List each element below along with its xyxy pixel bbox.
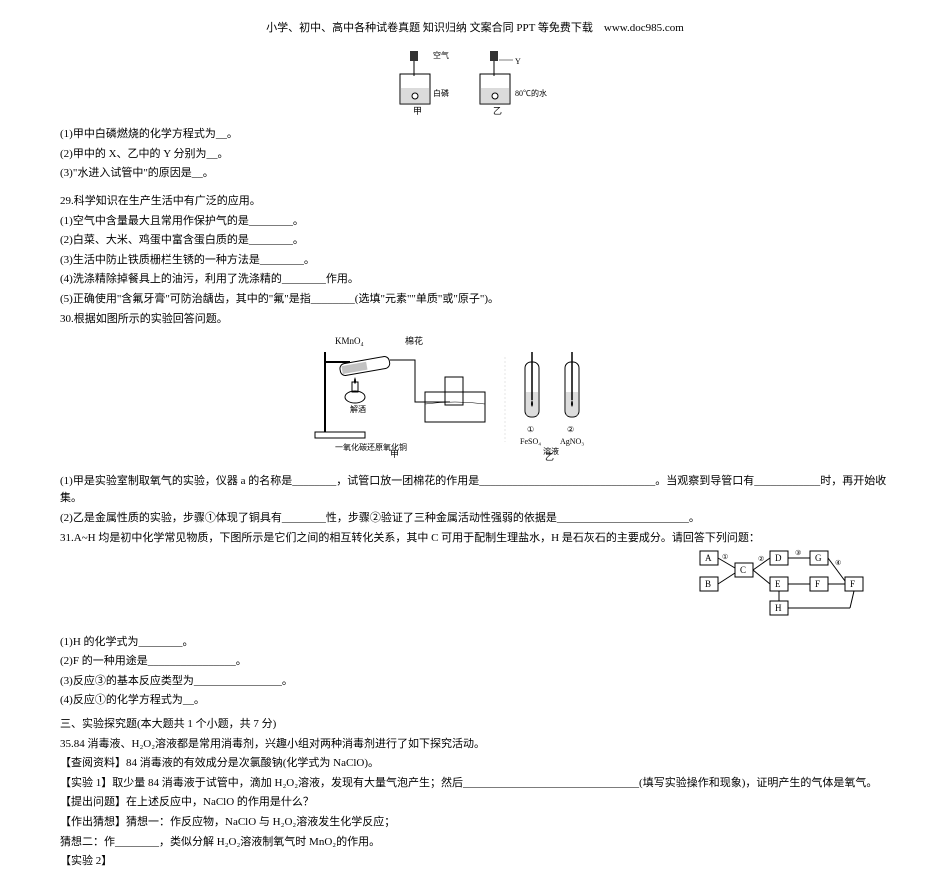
q28-1: (1)甲中白磷燃烧的化学方程式为__。 xyxy=(60,126,890,144)
q31-1: (1)H 的化学式为________。 xyxy=(60,634,890,652)
q30-1: (1)甲是实验室制取氧气的实验，仪器 a 的名称是________，试管口放一团… xyxy=(60,473,890,508)
q29-4: (4)洗涤精除掉餐具上的油污，利用了洗涤精的________作用。 xyxy=(60,271,890,289)
figure-experiments: KMnO₄ 棉花 解酒 甲 ① FeSO₄ ② xyxy=(60,332,890,469)
q29-2: (2)白菜、大米、鸡蛋中富含蛋白质的是________。 xyxy=(60,232,890,250)
page-header: 小学、初中、高中各种试卷真题 知识归纳 文案合同 PPT 等免费下载 www.d… xyxy=(60,20,890,38)
label-air: 空气 xyxy=(433,50,449,60)
q31-head: 31.A~H 均是初中化学常见物质，下图所示是它们之间的相互转化关系，其中 C … xyxy=(60,532,760,544)
q31-3: (3)反应③的基本反应类型为________________。 xyxy=(60,673,890,691)
q35-head: 35.84 消毒液、H₂O₂溶液都是常用消毒剂，兴趣小组对两种消毒剂进行了如下探… xyxy=(60,736,890,754)
q30-head: 30.根据如图所示的实验回答问题。 xyxy=(60,311,890,329)
q35-tcwt: 【提出问题】在上述反应中，NaClO 的作用是什么？ xyxy=(60,794,890,812)
svg-text:①: ① xyxy=(722,553,728,561)
section3-title: 三、实验探究题(本大题共 1 个小题，共 7 分) xyxy=(60,716,890,734)
q35-sy1: 【实验 1】取少量 84 消毒液于试管中，滴加 H₂O₂溶液，发现有大量气泡产生… xyxy=(60,775,890,793)
label-agno3: AgNO₃ xyxy=(560,437,584,446)
svg-text:E: E xyxy=(775,579,781,589)
q28-2: (2)甲中的 X、乙中的 Y 分别为__。 xyxy=(60,146,890,164)
svg-text:③: ③ xyxy=(795,549,801,557)
svg-text:②: ② xyxy=(758,555,764,563)
q35-sy2: 【实验 2】 xyxy=(60,853,890,871)
svg-text:F: F xyxy=(815,579,820,589)
q35-zccx-a: 【作出猜想】猜想一：作反应物，NaClO 与 H₂O₂溶液发生化学反应； xyxy=(60,814,890,832)
label-mianhua: 棉花 xyxy=(405,335,423,346)
q35-cy: 【查阅资料】84 消毒液的有效成分是次氯酸钠(化学式为 NaClO)。 xyxy=(60,755,890,773)
svg-text:H: H xyxy=(775,603,782,613)
label-jiejiu: 解酒 xyxy=(350,404,366,414)
svg-text:F: F xyxy=(850,579,855,589)
figure-flowchart: A B C D E G F H F ① ② ③ ④ xyxy=(60,543,890,630)
q31-4: (4)反应①的化学方程式为__。 xyxy=(60,692,890,710)
label-jia: 甲 xyxy=(413,106,422,116)
svg-text:B: B xyxy=(705,579,711,589)
svg-text:C: C xyxy=(740,565,746,575)
label-y: Y xyxy=(515,57,521,66)
q35-zccx-b: 猜想二：作________，类似分解 H₂O₂溶液制氧气时 MnO₂的作用。 xyxy=(60,834,890,852)
label-bottom: 一氧化碳还原氧化铜 xyxy=(335,442,407,452)
q28-3: (3)"水进入试管中"的原因是__。 xyxy=(60,165,890,183)
label-feso4: FeSO₄ xyxy=(520,437,541,446)
q29-1: (1)空气中含量最大且常用作保护气的是________。 xyxy=(60,213,890,231)
svg-text:D: D xyxy=(775,553,782,563)
svg-text:①: ① xyxy=(527,425,534,434)
svg-text:④: ④ xyxy=(835,559,841,567)
label-yi2: 乙 xyxy=(545,452,554,462)
figure-beakers: 空气 白磷 甲 Y 80℃的水 乙 xyxy=(60,46,890,123)
svg-text:A: A xyxy=(705,553,712,563)
label-water: 80℃的水 xyxy=(515,88,547,98)
label-whitep: 白磷 xyxy=(433,88,449,98)
svg-text:②: ② xyxy=(567,425,574,434)
svg-text:G: G xyxy=(815,553,822,563)
label-kmno4: KMnO₄ xyxy=(335,336,364,346)
q30-2: (2)乙是金属性质的实验，步骤①体现了铜具有________性，步骤②验证了三种… xyxy=(60,510,890,528)
q29-3: (3)生活中防止铁质栅栏生锈的一种方法是________。 xyxy=(60,252,890,270)
label-yi: 乙 xyxy=(493,106,502,116)
q29-head: 29.科学知识在生产生活中有广泛的应用。 xyxy=(60,193,890,211)
q31-head-text: 31.A~H 均是初中化学常见物质，下图所示是它们之间的相互转化关系，其中 C … xyxy=(60,532,760,544)
q31-2: (2)F 的一种用途是________________。 xyxy=(60,653,890,671)
q29-5: (5)正确使用"含氟牙膏"可防治龋齿，其中的"氟"是指________(选填"元… xyxy=(60,291,890,309)
